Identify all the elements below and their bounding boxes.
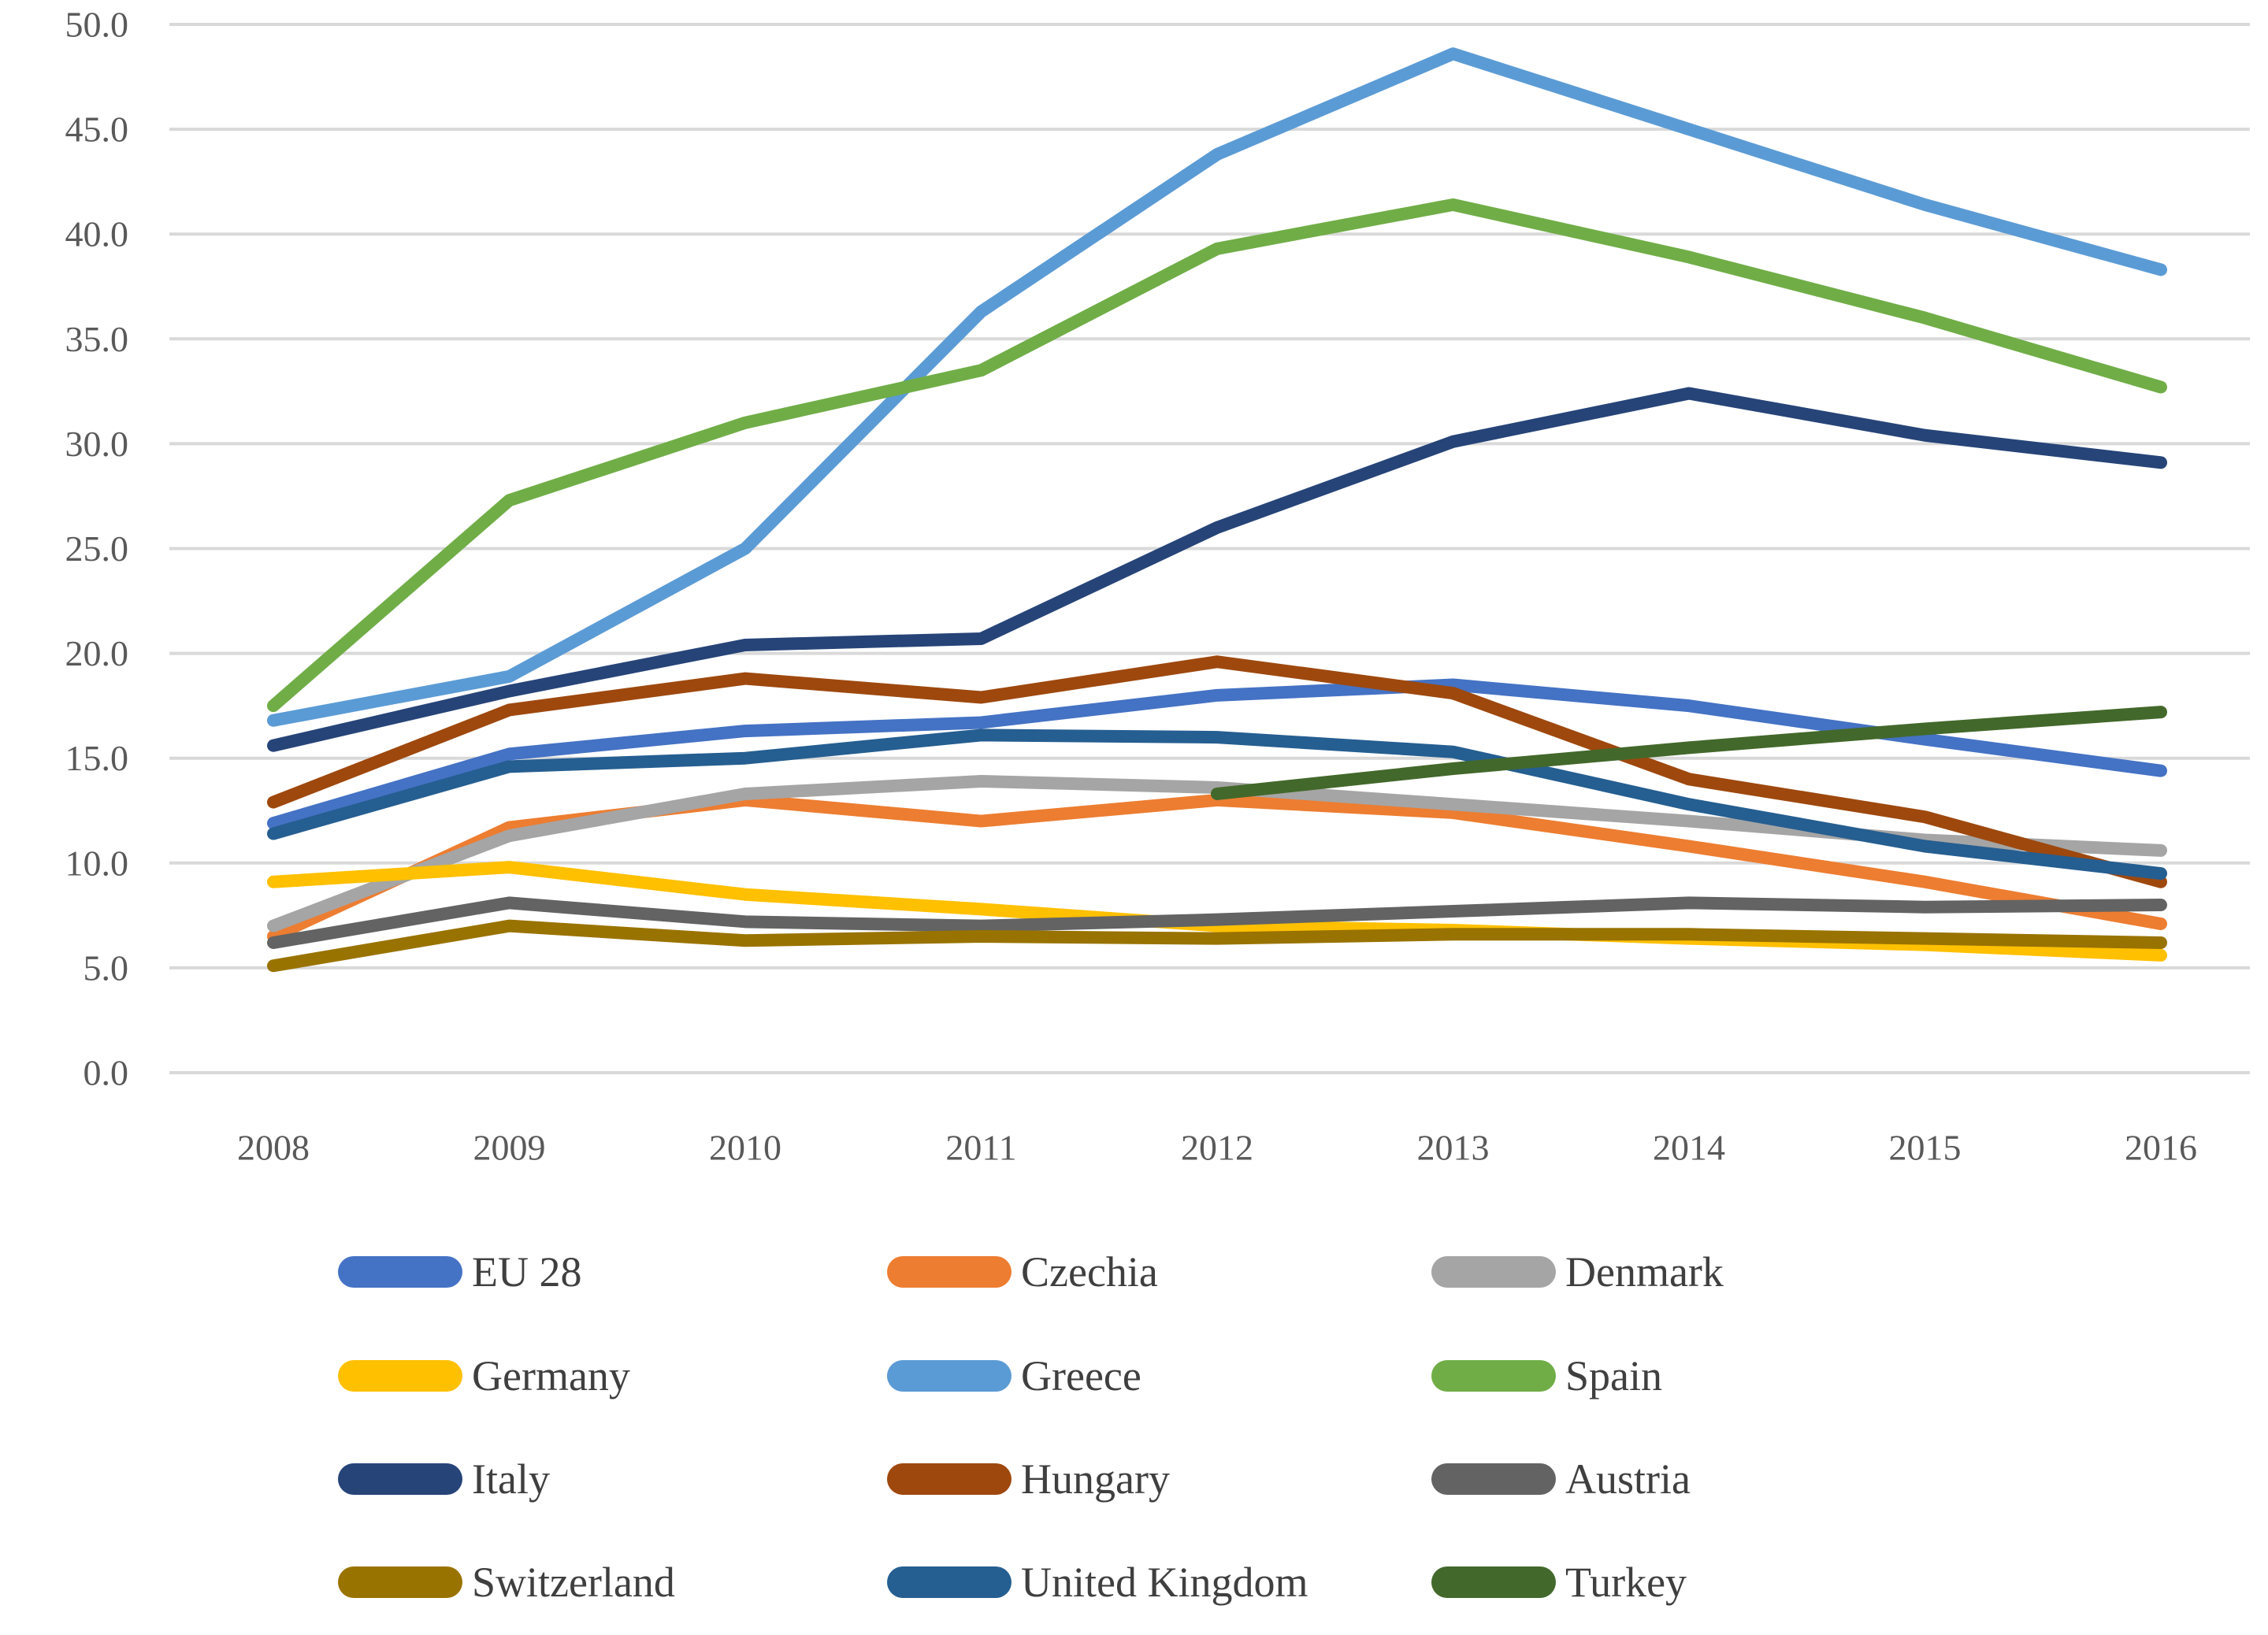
series-line-hungary bbox=[267, 655, 2167, 888]
legend-label: Greece bbox=[1021, 1352, 1141, 1400]
legend-label: Austria bbox=[1565, 1455, 1691, 1503]
y-axis-labels: 0.0 5.0 10.0 15.0 20.0 25.0 30.0 35.0 40.0 45.0 50… bbox=[65, 5, 129, 1093]
legend-swatch bbox=[887, 1256, 1012, 1288]
series-line-united-kingdom bbox=[267, 729, 2167, 881]
x-tick-label: 2009 bbox=[473, 1128, 546, 1168]
legend-label: Czechia bbox=[1021, 1248, 1158, 1296]
y-tick-label: 25.0 bbox=[65, 528, 129, 569]
y-tick-label: 35.0 bbox=[65, 319, 129, 359]
legend-label: Italy bbox=[472, 1455, 550, 1503]
series-line-greece bbox=[267, 47, 2167, 727]
legend-swatch bbox=[887, 1360, 1012, 1392]
legend-label: Hungary bbox=[1021, 1455, 1170, 1503]
legend-swatch bbox=[887, 1463, 1012, 1495]
series-line-turkey bbox=[1211, 706, 2167, 800]
x-tick-label: 2008 bbox=[237, 1128, 310, 1168]
x-tick-label: 2013 bbox=[1417, 1128, 1490, 1168]
y-tick-label: 5.0 bbox=[84, 947, 129, 988]
legend-item-eu-28: EU 28 bbox=[338, 1248, 581, 1296]
y-tick-label: 20.0 bbox=[65, 633, 129, 673]
y-tick-label: 40.0 bbox=[65, 214, 129, 254]
series-line-eu-28 bbox=[267, 678, 2167, 830]
x-tick-label: 2015 bbox=[1889, 1128, 1962, 1168]
legend-item-united-kingdom: United Kingdom bbox=[887, 1559, 1308, 1606]
legend-item-germany: Germany bbox=[338, 1352, 630, 1400]
legend-item-hungary: Hungary bbox=[887, 1455, 1170, 1503]
y-tick-label: 10.0 bbox=[65, 843, 129, 883]
legend-swatch bbox=[338, 1360, 462, 1392]
x-tick-label: 2010 bbox=[709, 1128, 781, 1168]
series-line-spain bbox=[267, 198, 2167, 713]
x-tick-label: 2014 bbox=[1653, 1128, 1725, 1168]
legend-label: United Kingdom bbox=[1021, 1559, 1308, 1606]
legend-swatch bbox=[338, 1566, 462, 1598]
legend-label: Turkey bbox=[1565, 1559, 1687, 1606]
legend-item-turkey: Turkey bbox=[1431, 1559, 1687, 1606]
legend-item-italy: Italy bbox=[338, 1455, 550, 1503]
legend-swatch bbox=[338, 1256, 462, 1288]
series-line-italy bbox=[267, 387, 2167, 752]
legend: EU 28 Czechia Denmark Germany Greece Spain Ita… bbox=[338, 1248, 1724, 1606]
plot-lines bbox=[267, 47, 2167, 973]
legend-label: Spain bbox=[1565, 1352, 1662, 1400]
y-tick-label: 30.0 bbox=[65, 424, 129, 464]
x-tick-label: 2011 bbox=[945, 1128, 1016, 1168]
y-tick-label: 15.0 bbox=[65, 738, 129, 778]
legend-label: Denmark bbox=[1565, 1248, 1724, 1296]
legend-swatch bbox=[1431, 1566, 1556, 1598]
x-tick-label: 2016 bbox=[2125, 1128, 2197, 1168]
y-tick-label: 45.0 bbox=[65, 109, 129, 150]
legend-item-czechia: Czechia bbox=[887, 1248, 1158, 1296]
legend-swatch bbox=[338, 1463, 462, 1495]
legend-label: Germany bbox=[472, 1352, 630, 1400]
x-tick-label: 2012 bbox=[1181, 1128, 1253, 1168]
legend-label: EU 28 bbox=[472, 1248, 581, 1296]
y-tick-label: 0.0 bbox=[84, 1053, 129, 1093]
x-axis-labels: 2008 2009 2010 2011 2012 2013 2014 2015 2016 bbox=[237, 1128, 2197, 1168]
legend-swatch bbox=[1431, 1360, 1556, 1392]
legend-item-switzerland: Switzerland bbox=[338, 1559, 675, 1606]
legend-label: Switzerland bbox=[472, 1559, 675, 1606]
series-line-switzerland bbox=[267, 919, 2167, 973]
series-line-austria bbox=[267, 896, 2167, 949]
legend-swatch bbox=[887, 1566, 1012, 1598]
legend-swatch bbox=[1431, 1463, 1556, 1495]
legend-swatch bbox=[1431, 1256, 1556, 1288]
legend-item-denmark: Denmark bbox=[1431, 1248, 1724, 1296]
legend-item-greece: Greece bbox=[887, 1352, 1141, 1400]
legend-item-spain: Spain bbox=[1431, 1352, 1662, 1400]
legend-item-austria: Austria bbox=[1431, 1455, 1691, 1503]
y-tick-label: 50.0 bbox=[65, 5, 129, 45]
